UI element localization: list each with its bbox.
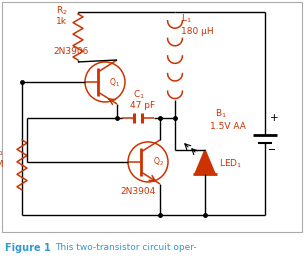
Text: 1k: 1k: [56, 17, 67, 26]
Text: C$_1$: C$_1$: [133, 89, 145, 102]
Text: R$_2$: R$_2$: [56, 5, 68, 18]
Text: 2N3904: 2N3904: [120, 187, 155, 196]
Text: +: +: [270, 113, 279, 123]
Text: This two-transistor circuit oper-: This two-transistor circuit oper-: [55, 244, 197, 252]
Text: 180 μH: 180 μH: [181, 27, 214, 36]
Text: 1M: 1M: [0, 160, 4, 169]
Text: B$_1$: B$_1$: [215, 108, 227, 120]
Text: 2N3906: 2N3906: [53, 47, 88, 56]
Text: _: _: [268, 137, 274, 150]
Polygon shape: [195, 150, 215, 174]
Text: R$_1$: R$_1$: [0, 146, 4, 158]
Text: LED$_1$: LED$_1$: [219, 158, 242, 170]
Text: Figure 1: Figure 1: [5, 243, 51, 253]
Text: L$_1$: L$_1$: [181, 13, 192, 25]
Text: Q$_2$: Q$_2$: [153, 156, 164, 168]
Text: Q$_1$: Q$_1$: [109, 77, 120, 89]
Text: 1.5V AA: 1.5V AA: [210, 122, 246, 131]
Text: 47 pF: 47 pF: [130, 101, 155, 110]
